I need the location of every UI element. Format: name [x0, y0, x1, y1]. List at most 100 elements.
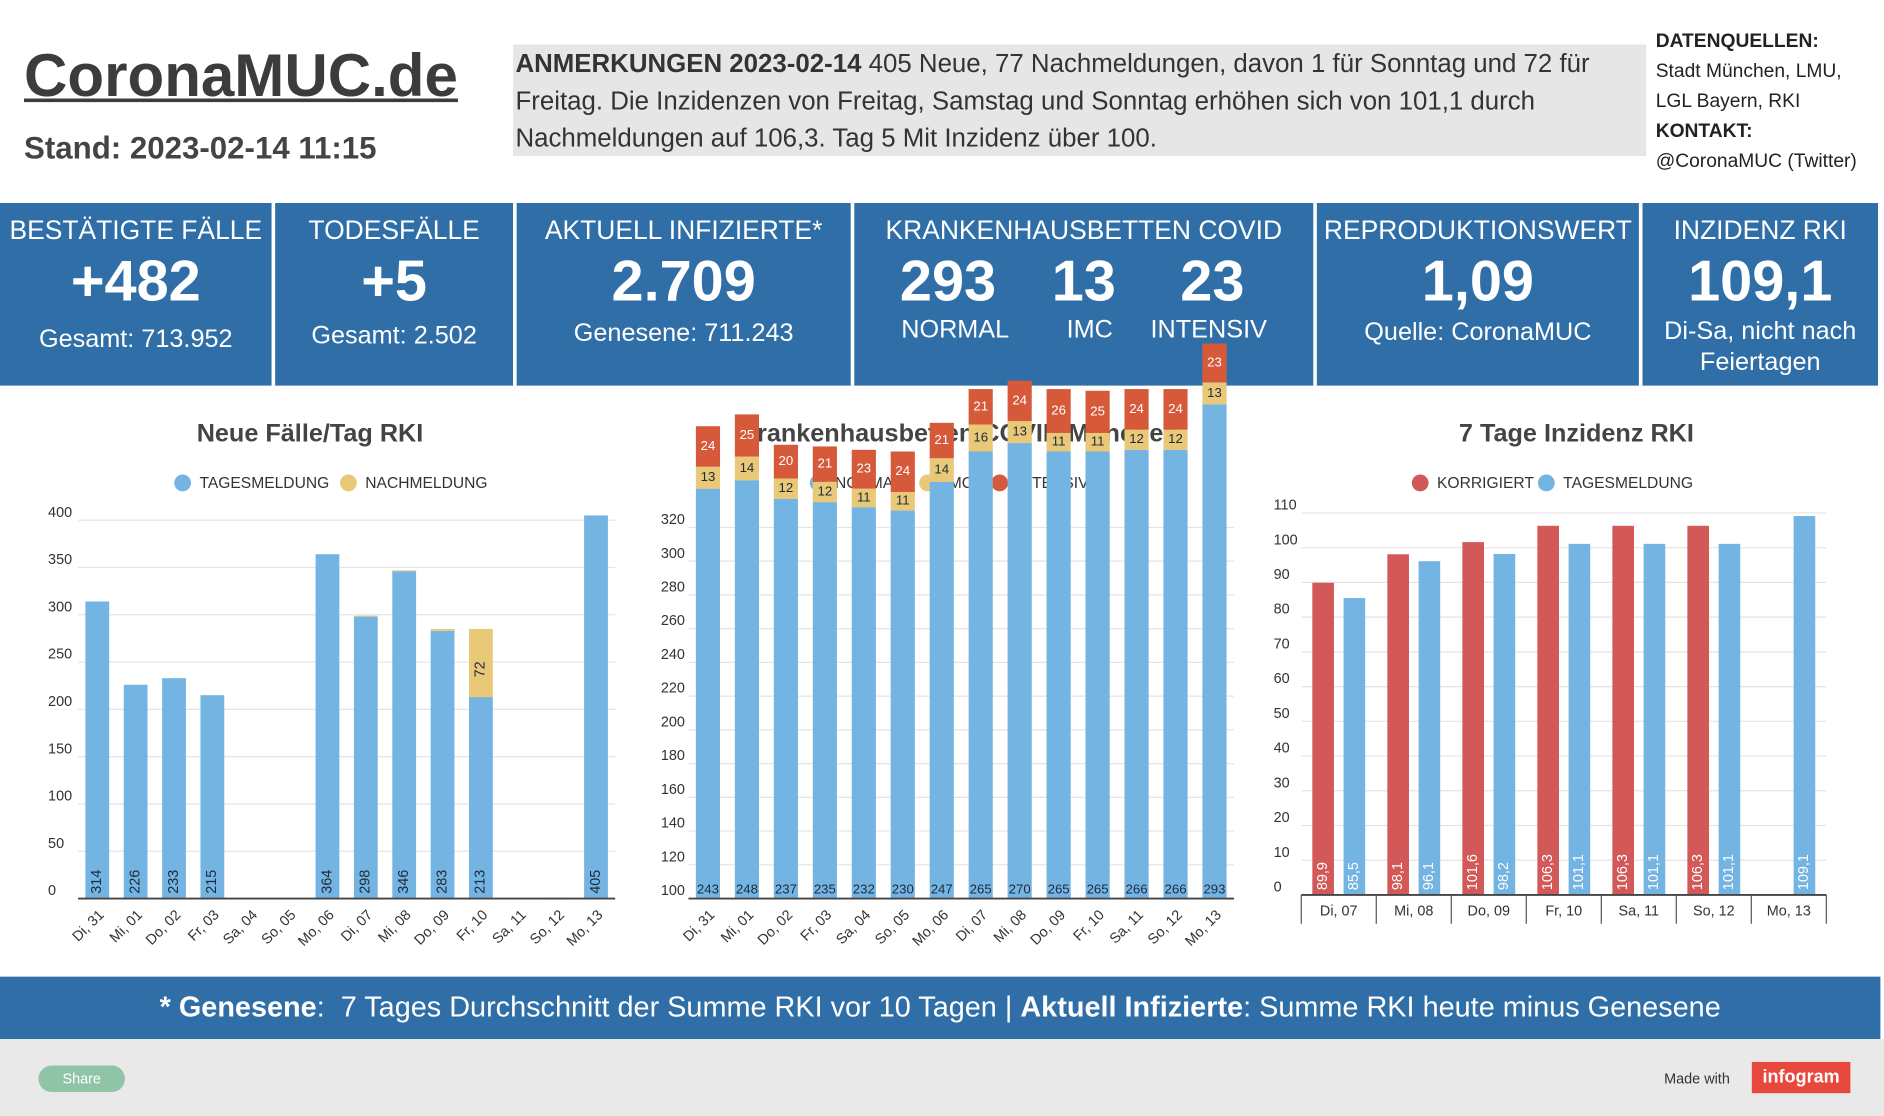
y-tick-label: 180: [661, 748, 685, 764]
share-button[interactable]: Share: [38, 1065, 125, 1092]
bar-segment: [392, 570, 417, 572]
data-label: 25: [1090, 403, 1105, 418]
data-label: 346: [396, 870, 412, 894]
kpi-sub: Di-Sa, nicht nach Feiertagen: [1664, 317, 1857, 377]
data-label: 101,1: [1571, 854, 1587, 890]
x-tick-label: Di, 31: [680, 907, 718, 945]
data-label: 24: [701, 438, 716, 453]
y-tick-label: 90: [1274, 567, 1290, 583]
y-tick-label: 240: [661, 647, 685, 663]
x-tick-label: Mo, 13: [1767, 904, 1811, 920]
x-tick-label: Mi, 01: [107, 907, 146, 946]
bar-segment: [584, 515, 608, 899]
data-label: 232: [853, 882, 875, 897]
footer-bold: Aktuell Infizierte: [1020, 991, 1244, 1024]
bar-segment: [1163, 429, 1188, 450]
x-tick-label: Fr, 10: [1071, 907, 1108, 944]
legend-dot: [340, 474, 357, 492]
y-tick-label: 80: [1274, 602, 1290, 618]
contact-text: @CoronaMUC (Twitter): [1655, 151, 1857, 172]
data-label: 233: [166, 870, 182, 894]
data-label: 12: [1129, 431, 1144, 446]
bar-segment: [851, 507, 876, 899]
data-label: 24: [1012, 392, 1027, 407]
y-tick-label: 280: [661, 580, 685, 596]
chart-title: Neue Fälle/Tag RKI: [197, 420, 424, 448]
kpi-value: 23: [1180, 249, 1245, 314]
brand-logo[interactable]: infogram: [1751, 1061, 1851, 1094]
data-label: 237: [775, 882, 797, 897]
footer: * Genesene: 7 Tages Durchschnitt der Sum…: [0, 976, 1881, 1040]
data-label: 235: [814, 882, 836, 897]
y-tick-label: 100: [1274, 532, 1298, 548]
bar-segment: [200, 695, 225, 899]
made-with: Made with: [1664, 1070, 1730, 1088]
data-label: 265: [970, 882, 992, 897]
x-tick-label: Sa, 04: [833, 907, 874, 948]
bar: [1462, 542, 1484, 895]
y-tick-label: 150: [48, 741, 72, 757]
x-tick-label: Mo, 06: [295, 907, 337, 949]
bar: [1343, 598, 1366, 895]
data-label: 24: [895, 463, 910, 478]
data-label: 11: [1052, 434, 1066, 449]
kpi-value: 109,1: [1688, 249, 1833, 314]
bar-segment: [1046, 389, 1071, 433]
bar-segment: [469, 697, 493, 899]
y-tick-label: 0: [48, 883, 56, 899]
y-tick-label: 100: [661, 883, 685, 899]
notes-heading: ANMERKUNGEN 2023-02-14: [515, 49, 862, 79]
x-tick-label: Do, 09: [412, 907, 453, 948]
bar: [1687, 525, 1710, 895]
data-label: 106,3: [1615, 854, 1631, 890]
x-tick-label: Fr, 10: [1545, 904, 1582, 920]
bar-segment: [851, 488, 876, 508]
kpi-value: 2.709: [611, 249, 756, 314]
y-tick-label: 20: [1274, 810, 1290, 826]
footer-bold: * Genesene: [159, 991, 317, 1024]
bar-segment: [469, 628, 493, 698]
data-label: 247: [931, 882, 953, 897]
kpi-label: NORMAL: [901, 315, 1010, 344]
bar-segment: [1007, 421, 1032, 444]
legend-label: KORRIGIERT: [1437, 475, 1534, 492]
legend-dot: [174, 474, 192, 492]
bar-segment: [695, 488, 721, 899]
x-tick-label: So, 05: [872, 907, 913, 948]
x-tick-label: Di, 07: [338, 907, 376, 945]
data-label: 215: [204, 870, 220, 894]
sources-text: Stadt München, LMU, LGL Bayern, RKI: [1655, 61, 1842, 112]
data-label: 213: [473, 870, 489, 894]
y-tick-label: 100: [48, 789, 72, 805]
x-tick-label: Mi, 08: [991, 907, 1030, 946]
data-label: 106,3: [1540, 854, 1556, 890]
x-tick-label: Do, 09: [1028, 907, 1069, 948]
data-label: 26: [1051, 402, 1066, 417]
bar-segment: [929, 458, 954, 482]
bar: [1793, 516, 1816, 895]
data-label: 96,1: [1421, 862, 1437, 890]
kpi: REPRODUKTIONSWERT 1,09 Quelle: CoronaMUC: [1316, 203, 1639, 386]
x-tick-label: Di, 07: [953, 907, 991, 945]
bar-segment: [851, 449, 876, 489]
data-label: 85,5: [1346, 862, 1362, 890]
legend-dot: [991, 474, 1009, 492]
bar-segment: [890, 451, 915, 492]
kpi-value: 1,09: [1421, 249, 1534, 314]
bar-segment: [353, 616, 378, 899]
data-label: 98,2: [1496, 862, 1512, 890]
bar: [1718, 543, 1741, 895]
legend-label: TAGESMELDUNG: [199, 475, 329, 492]
bar: [1537, 525, 1559, 895]
data-label: 226: [127, 870, 143, 894]
data-label: 101,1: [1646, 854, 1662, 890]
y-tick-label: 350: [48, 552, 72, 568]
bar: [1312, 582, 1334, 895]
contact-heading: KONTAKT:: [1655, 121, 1753, 142]
bar-segment: [1124, 449, 1149, 899]
bar-segment: [1085, 432, 1110, 452]
bar-segment: [773, 444, 798, 479]
bar-segment: [773, 478, 798, 499]
x-tick-label: Sa, 11: [1107, 907, 1147, 947]
x-tick-label: Sa, 04: [220, 907, 261, 948]
